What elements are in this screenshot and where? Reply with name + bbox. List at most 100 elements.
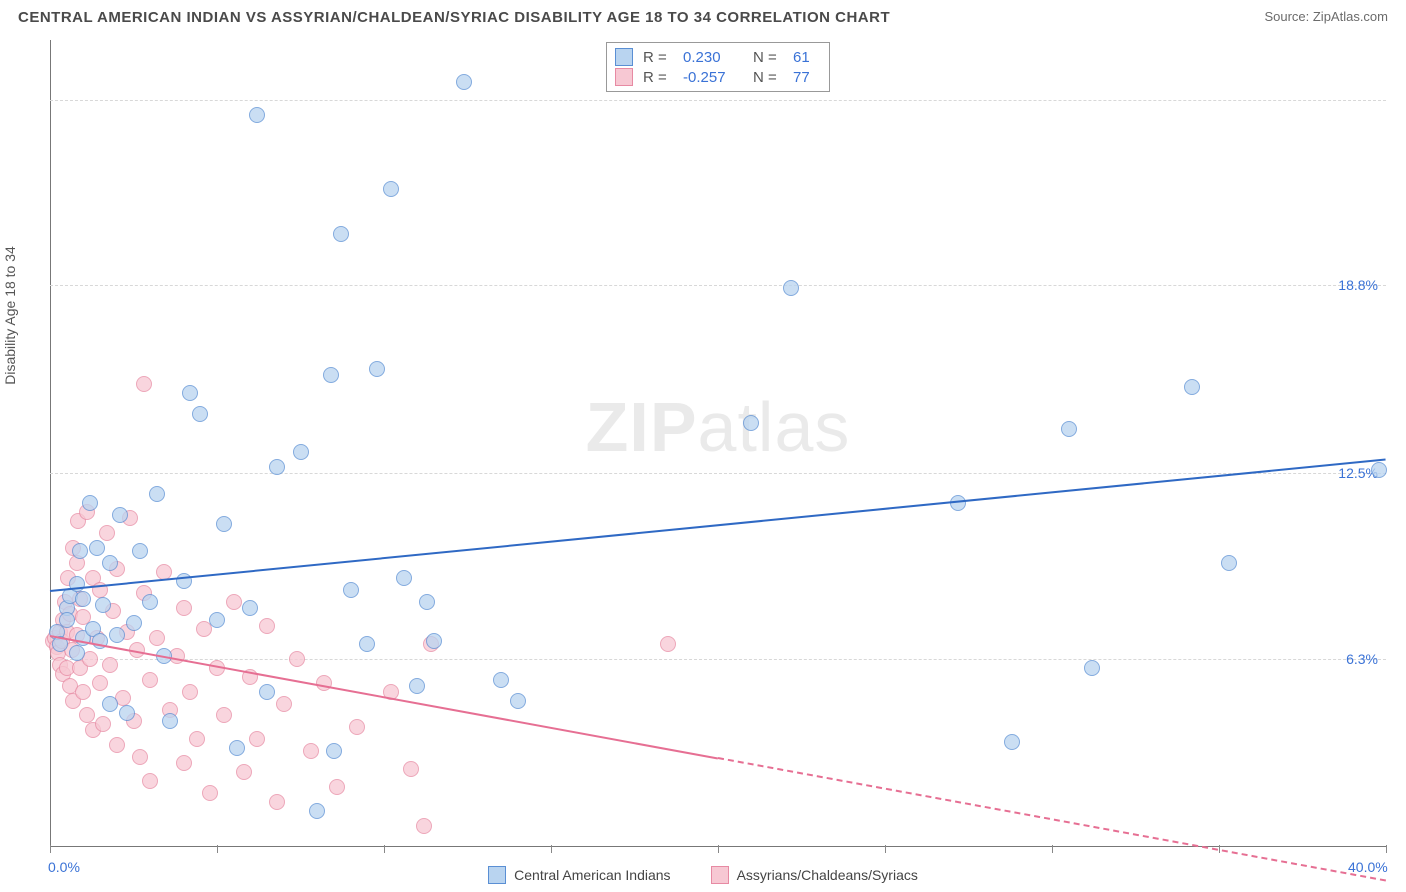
trendline-blue xyxy=(50,458,1386,592)
r-label: R = xyxy=(643,69,673,86)
n-label: N = xyxy=(753,49,783,66)
scatter-point-blue xyxy=(209,612,225,628)
trendline-pink-projected xyxy=(718,757,1386,882)
scatter-point-pink xyxy=(132,749,148,765)
scatter-point-pink xyxy=(102,657,118,673)
scatter-point-pink xyxy=(95,716,111,732)
chart-title: CENTRAL AMERICAN INDIAN VS ASSYRIAN/CHAL… xyxy=(18,9,890,26)
scatter-point-blue xyxy=(333,226,349,242)
source: Source: ZipAtlas.com xyxy=(1264,8,1388,26)
scatter-point-blue xyxy=(229,740,245,756)
legend-swatch xyxy=(615,48,633,66)
r-value: 0.230 xyxy=(683,49,743,66)
scatter-point-blue xyxy=(1184,379,1200,395)
scatter-point-blue xyxy=(259,684,275,700)
gridline xyxy=(50,100,1386,101)
x-tick xyxy=(1052,845,1053,853)
legend-swatch xyxy=(615,68,633,86)
scatter-point-pink xyxy=(75,684,91,700)
legend-swatch xyxy=(488,866,506,884)
legend-label: Central American Indians xyxy=(514,867,670,883)
scatter-point-blue xyxy=(383,181,399,197)
scatter-point-blue xyxy=(119,705,135,721)
x-tick xyxy=(217,845,218,853)
scatter-point-pink xyxy=(189,731,205,747)
scatter-point-blue xyxy=(1221,555,1237,571)
trendline-pink xyxy=(50,635,718,760)
scatter-point-blue xyxy=(1371,462,1387,478)
legend-row: R = -0.257 N = 77 xyxy=(615,67,821,87)
scatter-point-blue xyxy=(1084,660,1100,676)
scatter-point-blue xyxy=(396,570,412,586)
scatter-point-pink xyxy=(176,600,192,616)
n-label: N = xyxy=(753,69,783,86)
scatter-point-pink xyxy=(216,707,232,723)
x-tick xyxy=(551,845,552,853)
scatter-point-blue xyxy=(216,516,232,532)
plot-area: ZIPatlas R = 0.230 N = 61 R = -0.257 N = 77 6.3… xyxy=(50,40,1386,847)
gridline xyxy=(50,659,1386,660)
scatter-point-blue xyxy=(59,612,75,628)
scatter-point-pink xyxy=(660,636,676,652)
scatter-point-pink xyxy=(303,743,319,759)
x-tick xyxy=(384,845,385,853)
y-tick-label: 6.3% xyxy=(1346,651,1378,667)
r-value: -0.257 xyxy=(683,69,743,86)
scatter-point-blue xyxy=(369,361,385,377)
scatter-point-pink xyxy=(269,794,285,810)
x-tick xyxy=(1386,845,1387,853)
scatter-point-blue xyxy=(249,107,265,123)
chart-area: ZIPatlas R = 0.230 N = 61 R = -0.257 N = 77 6.3… xyxy=(50,40,1386,847)
scatter-point-blue xyxy=(293,444,309,460)
scatter-point-blue xyxy=(510,693,526,709)
legend-item: Central American Indians xyxy=(488,866,670,884)
scatter-point-blue xyxy=(126,615,142,631)
x-tick xyxy=(50,845,51,853)
scatter-point-pink xyxy=(276,696,292,712)
scatter-point-blue xyxy=(142,594,158,610)
scatter-point-pink xyxy=(92,675,108,691)
scatter-point-blue xyxy=(72,543,88,559)
scatter-point-blue xyxy=(309,803,325,819)
legend-item: Assyrians/Chaldeans/Syriacs xyxy=(711,866,918,884)
scatter-point-pink xyxy=(142,773,158,789)
scatter-point-blue xyxy=(242,600,258,616)
x-tick xyxy=(718,845,719,853)
scatter-point-pink xyxy=(182,684,198,700)
scatter-point-pink xyxy=(136,376,152,392)
scatter-point-blue xyxy=(426,633,442,649)
gridline xyxy=(50,473,1386,474)
legend-row: R = 0.230 N = 61 xyxy=(615,47,821,67)
scatter-point-blue xyxy=(132,543,148,559)
scatter-point-blue xyxy=(950,495,966,511)
scatter-point-blue xyxy=(419,594,435,610)
scatter-point-pink xyxy=(403,761,419,777)
scatter-point-blue xyxy=(456,74,472,90)
scatter-point-blue xyxy=(75,591,91,607)
scatter-point-blue xyxy=(109,627,125,643)
series-legend: Central American Indians Assyrians/Chalde… xyxy=(0,866,1406,884)
scatter-point-blue xyxy=(89,540,105,556)
x-tick xyxy=(885,845,886,853)
scatter-point-blue xyxy=(493,672,509,688)
n-value: 77 xyxy=(793,69,821,86)
scatter-point-blue xyxy=(162,713,178,729)
scatter-point-blue xyxy=(192,406,208,422)
scatter-point-pink xyxy=(329,779,345,795)
scatter-point-pink xyxy=(259,618,275,634)
gridline xyxy=(50,285,1386,286)
scatter-point-blue xyxy=(82,495,98,511)
scatter-point-pink xyxy=(99,525,115,541)
scatter-point-pink xyxy=(79,707,95,723)
scatter-point-blue xyxy=(783,280,799,296)
watermark: ZIPatlas xyxy=(586,387,851,467)
y-axis-label: Disability Age 18 to 34 xyxy=(2,246,18,385)
scatter-point-blue xyxy=(1061,421,1077,437)
correlation-legend: R = 0.230 N = 61 R = -0.257 N = 77 xyxy=(606,42,830,92)
source-name: ZipAtlas.com xyxy=(1313,9,1388,24)
r-label: R = xyxy=(643,49,673,66)
n-value: 61 xyxy=(793,49,821,66)
scatter-point-blue xyxy=(343,582,359,598)
scatter-point-blue xyxy=(149,486,165,502)
scatter-point-blue xyxy=(359,636,375,652)
